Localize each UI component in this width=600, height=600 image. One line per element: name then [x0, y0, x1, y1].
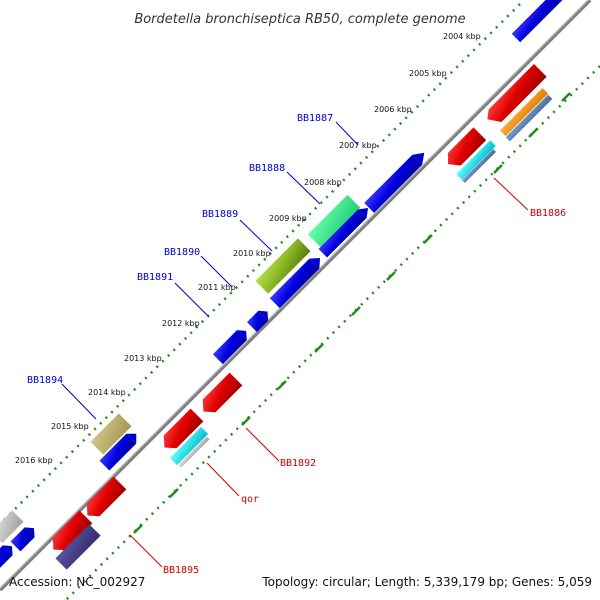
tick-label: 2015 kbp: [51, 422, 89, 431]
tick-label: 2006 kbp: [374, 105, 412, 114]
gene-arrow[interactable]: [246, 307, 272, 333]
gene-arrow-bb1886[interactable]: [483, 64, 547, 128]
gene-arrow[interactable]: [99, 429, 141, 471]
label-leaders: [61, 121, 529, 568]
gene-arrow-bb1892[interactable]: [197, 372, 243, 418]
tick-label: 2011 kbp: [198, 283, 236, 292]
genome-backbone-highlight: [0, 0, 589, 589]
gene-arrow[interactable]: [462, 149, 496, 183]
gene-arrow-bb1894[interactable]: [90, 413, 132, 455]
tick-label: 2010 kbp: [233, 249, 271, 258]
tick-label: 2008 kbp: [304, 178, 342, 187]
gene-label-bb1894[interactable]: BB1894: [27, 375, 63, 386]
topology-label: Topology: circular; Length: 5,339,179 bp…: [261, 575, 592, 589]
gene-arrow-bb1889[interactable]: [318, 204, 373, 258]
gene-label-qor[interactable]: qor: [241, 494, 259, 505]
gene-arrow[interactable]: [212, 326, 251, 365]
gene-arrow[interactable]: [0, 510, 24, 543]
kbp-tick-labels: 2004 kbp 2005 kbp 2006 kbp 2007 kbp 2008…: [15, 32, 481, 465]
gene-arrow[interactable]: [442, 127, 487, 171]
plus-strand-genes: [0, 0, 570, 569]
genome-backbone: [0, 0, 592, 592]
tick-label: 2014 kbp: [88, 388, 126, 397]
tick-label: 2005 kbp: [409, 69, 447, 78]
gene-arrow-bb1887[interactable]: [364, 148, 429, 213]
tick-label: 2004 kbp: [443, 32, 481, 41]
gene-label-bb1887[interactable]: BB1887: [297, 113, 333, 124]
gene-arrow[interactable]: [178, 436, 210, 468]
gene-arrow-bb1895[interactable]: [47, 510, 93, 556]
gene-arrow[interactable]: [81, 476, 127, 522]
tick-label: 2009 kbp: [269, 214, 307, 223]
tick-label: 2012 kbp: [162, 319, 200, 328]
gene-labels: BB1887 BB1888 BB1889 BB1890 BB1891 BB189…: [27, 113, 566, 576]
gene-label-bb1895[interactable]: BB1895: [163, 565, 199, 576]
gene-label-bb1888[interactable]: BB1888: [249, 163, 285, 174]
gene-label-bb1886[interactable]: BB1886: [530, 208, 566, 219]
gene-arrow-bb1890[interactable]: [255, 238, 311, 294]
gene-arrow[interactable]: [511, 0, 570, 43]
gene-arrow[interactable]: [505, 94, 553, 142]
gene-arrow-bb1888[interactable]: [307, 194, 361, 248]
gene-arrow[interactable]: [55, 524, 101, 570]
gene-arrow-bb1891[interactable]: [269, 253, 325, 309]
gene-arrow[interactable]: [158, 408, 204, 454]
accession-label: Accession: NC_002927: [9, 575, 145, 589]
gene-label-bb1890[interactable]: BB1890: [164, 247, 200, 258]
inner-ruler-dashes: [133, 92, 571, 534]
gene-arrow[interactable]: [456, 140, 496, 180]
inner-ruler: [65, 65, 600, 600]
gene-label-bb1891[interactable]: BB1891: [137, 272, 173, 283]
tick-label: 2007 kbp: [339, 141, 377, 150]
gene-arrow[interactable]: [499, 87, 549, 137]
gene-arrow[interactable]: [0, 541, 17, 569]
minus-strand-genes: [47, 64, 553, 570]
map-title: Bordetella bronchiseptica RB50, complete…: [134, 12, 465, 27]
gene-arrow[interactable]: [10, 523, 39, 552]
tick-label: 2016 kbp: [15, 456, 53, 465]
gene-label-bb1889[interactable]: BB1889: [202, 209, 238, 220]
gene-arrow-qor[interactable]: [169, 426, 209, 466]
gene-label-bb1892[interactable]: BB1892: [280, 458, 316, 469]
tick-label: 2013 kbp: [124, 354, 162, 363]
outer-ruler: [0, 3, 521, 525]
